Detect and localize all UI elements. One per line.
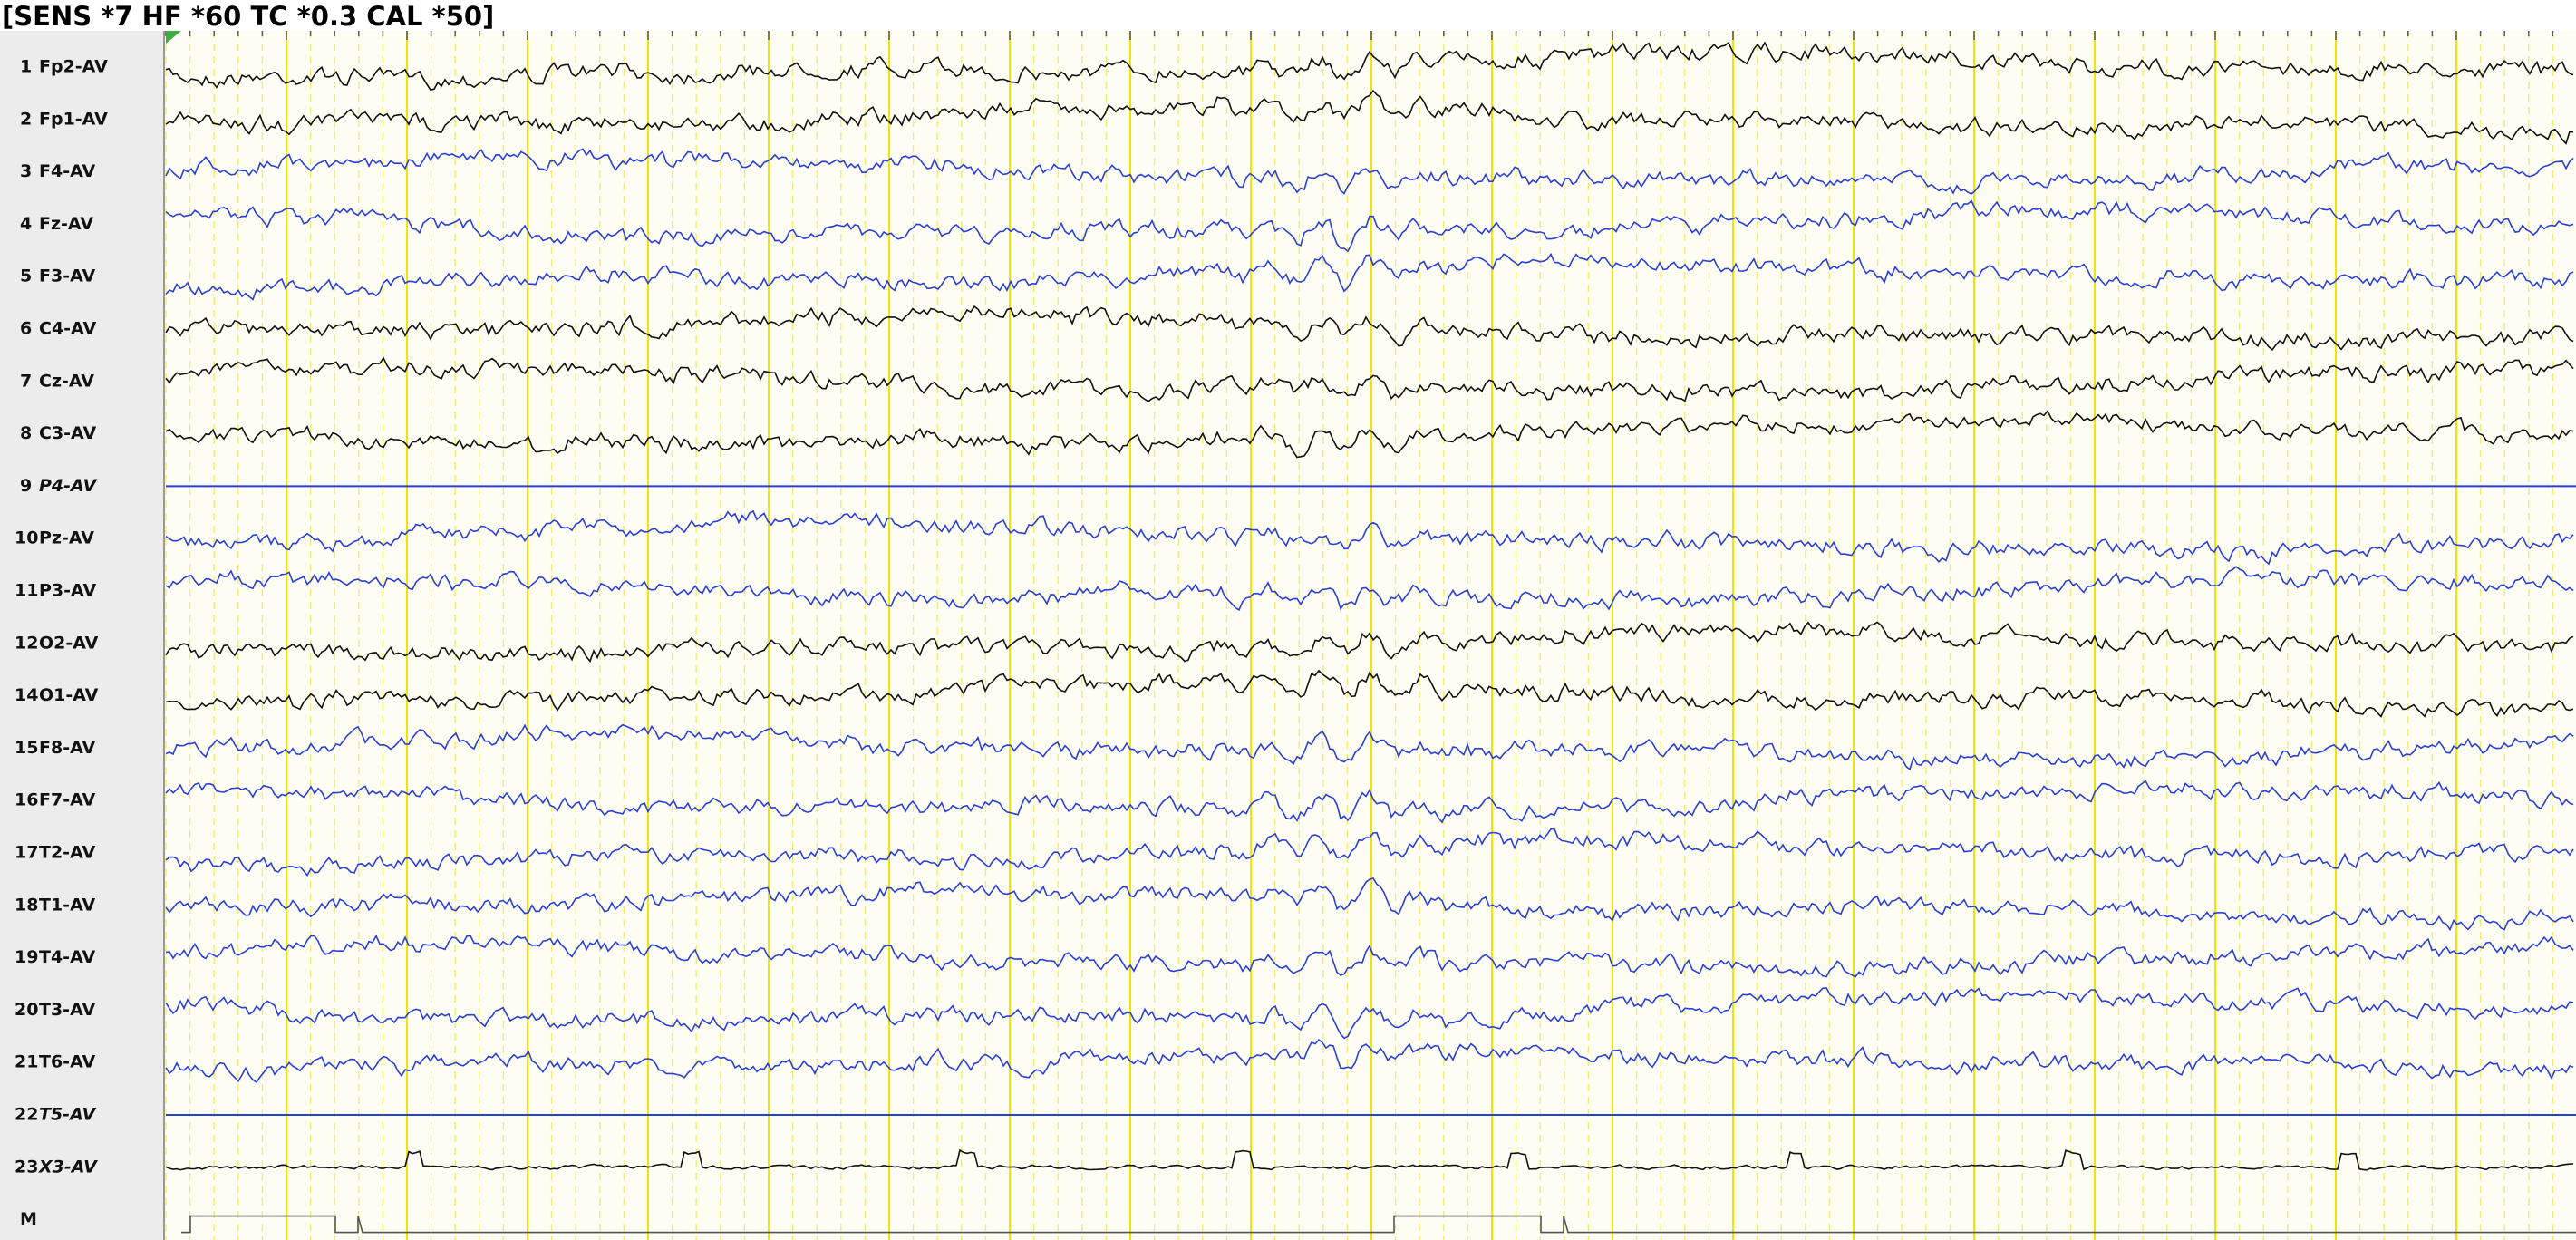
channel-label: F3-AV	[39, 266, 96, 286]
channel-number: 6	[20, 319, 32, 339]
channel-number: 22	[15, 1105, 38, 1125]
channel-row: 23 X3-AV	[15, 1148, 2574, 1177]
channel-row: 9 P4-AV	[20, 476, 2576, 496]
channel-number: 18	[15, 895, 38, 915]
channel-row: 17 T2-AV	[15, 828, 2574, 877]
channel-label: T3-AV	[39, 1000, 95, 1020]
channel-row: 4 Fz-AV	[20, 199, 2574, 253]
eeg-trace	[165, 1148, 2574, 1171]
eeg-trace	[165, 934, 2574, 978]
channel-label: P4-AV	[39, 476, 97, 496]
channel-label: T4-AV	[39, 947, 95, 967]
channel-row: 5 F3-AV	[20, 252, 2574, 301]
channel-number: 9	[20, 476, 32, 496]
channel-row: 6 C4-AV	[20, 305, 2574, 352]
channel-number: 14	[15, 685, 38, 705]
channel-label: F4-AV	[39, 161, 96, 181]
channel-row: 2 Fp1-AV	[20, 89, 2574, 145]
eeg-trace	[165, 780, 2574, 824]
channel-number: 15	[15, 738, 38, 758]
label-column	[0, 31, 164, 1240]
channel-label: T1-AV	[39, 895, 95, 915]
channel-row: 15 F8-AV	[15, 723, 2574, 771]
eeg-trace	[165, 828, 2574, 877]
eeg-trace	[165, 509, 2574, 566]
channel-row: 12 O2-AV	[15, 621, 2574, 663]
channel-label: T2-AV	[39, 843, 95, 863]
channel-number: 21	[15, 1052, 38, 1072]
channel-number: 1	[20, 57, 32, 77]
header-settings: [SENS *7 HF *60 TC *0.3 CAL *50]	[2, 1, 494, 32]
channel-row: 14 O1-AV	[15, 669, 2574, 718]
channel-number: 16	[15, 790, 38, 810]
channel-number: 5	[20, 266, 32, 286]
channel-number: 11	[15, 581, 38, 601]
channel-label: O1-AV	[39, 685, 99, 705]
channel-number: 23	[15, 1157, 38, 1177]
channels: 1 Fp2-AV2 Fp1-AV3 F4-AV4 Fz-AV5 F3-AV6 C4-AV7 C…	[15, 41, 2576, 1234]
channel-row: 18 T1-AV	[15, 877, 2574, 932]
channel-row: 21 T6-AV	[15, 1039, 2574, 1084]
channel-row: 1 Fp2-AV	[20, 41, 2574, 92]
channel-row: 20 T3-AV	[15, 987, 2574, 1040]
channel-number: 19	[15, 947, 38, 967]
channel-row: 3 F4-AV	[20, 148, 2574, 195]
channel-label: C4-AV	[39, 319, 96, 339]
channel-label: Fz-AV	[39, 214, 93, 234]
eeg-trace	[165, 41, 2574, 92]
start-marker	[166, 31, 181, 44]
channel-number: 12	[15, 633, 38, 653]
marker-trace	[181, 1215, 2576, 1234]
channel-label: P3-AV	[39, 581, 96, 601]
eeg-trace	[165, 305, 2574, 352]
channel-row: 8 C3-AV	[20, 410, 2574, 459]
channel-label: T6-AV	[39, 1052, 95, 1072]
eeg-trace	[165, 89, 2574, 145]
eeg-trace	[165, 199, 2574, 253]
channel-number: 7	[20, 371, 32, 391]
channel-row: 22 T5-AV	[15, 1105, 2576, 1125]
eeg-trace	[165, 410, 2574, 459]
channel-row: 16 F7-AV	[15, 780, 2574, 824]
eeg-trace	[165, 1039, 2574, 1084]
channel-row: 10 Pz-AV	[15, 509, 2574, 566]
eeg-trace	[165, 987, 2574, 1040]
channel-label: X3-AV	[38, 1157, 98, 1177]
channel-number: 10	[15, 528, 38, 548]
channel-label: Fp2-AV	[39, 57, 108, 77]
channel-number: 17	[15, 843, 38, 863]
channel-label: C3-AV	[39, 423, 96, 443]
channel-row: M	[20, 1209, 2576, 1234]
channel-label: Pz-AV	[39, 528, 94, 548]
channel-label: Fp1-AV	[39, 109, 108, 129]
eeg-trace	[165, 723, 2574, 771]
channel-number: M	[20, 1209, 37, 1229]
channel-row: 19 T4-AV	[15, 934, 2574, 978]
channel-row: 11 P3-AV	[15, 566, 2574, 612]
channel-label: F8-AV	[39, 738, 96, 758]
channel-label: Cz-AV	[39, 371, 94, 391]
channel-label: T5-AV	[39, 1105, 96, 1125]
channel-number: 2	[20, 109, 32, 129]
eeg-trace	[165, 621, 2574, 663]
channel-number: 4	[20, 214, 32, 234]
eeg-trace	[165, 148, 2574, 195]
channel-number: 8	[20, 423, 32, 443]
channel-number: 3	[20, 161, 32, 181]
eeg-trace	[165, 669, 2574, 718]
channel-number: 20	[15, 1000, 38, 1020]
eeg-trace	[165, 566, 2574, 612]
channel-label: O2-AV	[39, 633, 99, 653]
channel-row: 7 Cz-AV	[20, 356, 2574, 402]
eeg-trace	[165, 877, 2574, 932]
channel-label: F7-AV	[39, 790, 96, 810]
eeg-trace	[165, 356, 2574, 402]
eeg-trace	[165, 252, 2574, 301]
time-grid	[165, 31, 2554, 1240]
